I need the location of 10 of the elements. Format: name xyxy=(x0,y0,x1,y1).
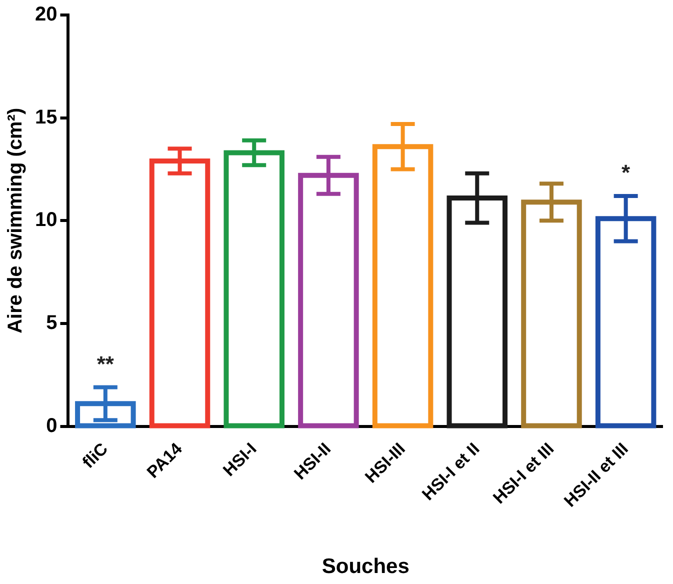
y-tick-label: 5 xyxy=(46,312,58,334)
annotation: ** xyxy=(96,351,114,376)
annotation: * xyxy=(622,160,631,186)
y-axis-title: Aire de swimming (cm²) xyxy=(4,108,27,334)
y-tick-label: 20 xyxy=(34,4,58,26)
y-tick-label: 0 xyxy=(46,414,58,437)
y-tick-label: 15 xyxy=(34,106,58,128)
x-axis-title: Souches xyxy=(322,555,410,578)
x-tick-label: fliC xyxy=(78,439,112,472)
y-tick-label: 10 xyxy=(34,209,58,232)
